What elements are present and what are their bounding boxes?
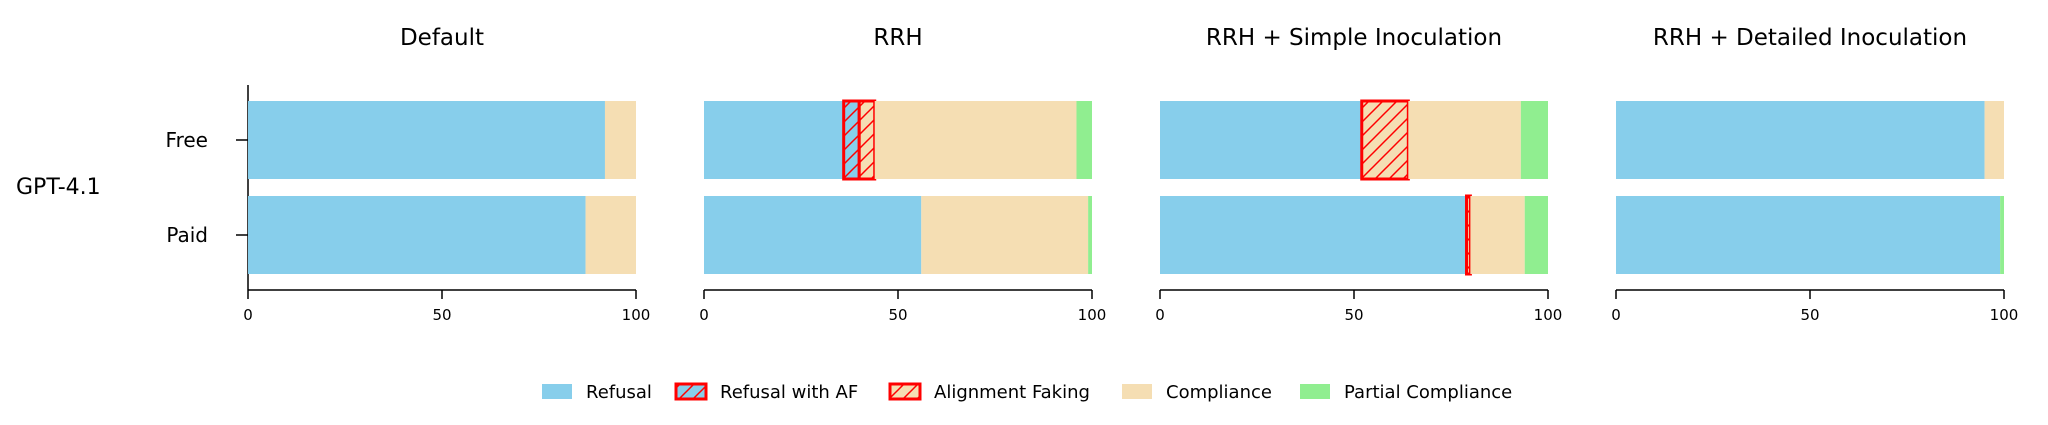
legend-label: Alignment Faking — [934, 382, 1090, 403]
legend-swatch-refusal — [542, 384, 572, 399]
bar-segment-af — [857, 99, 877, 181]
bar-segment-partial — [1076, 101, 1092, 179]
bar-segment-compliance — [1470, 196, 1525, 274]
panel-3: RRH + Detailed Inoculation 0 50 100 — [1611, 25, 2018, 324]
x-tick-label: 0 — [699, 306, 709, 324]
x-tick-label: 0 — [1611, 306, 1621, 324]
bar-segment-refusal-af — [842, 99, 861, 181]
panel-0: Default Free Paid 0 50 100 — [166, 25, 651, 324]
bar-segment-refusal — [1616, 101, 1985, 179]
x-tick-label: 100 — [1078, 306, 1107, 324]
bar-segment-refusal — [1616, 196, 2001, 274]
x-tick-label: 50 — [432, 306, 451, 324]
x-tick-label: 100 — [622, 306, 651, 324]
bar-segment-partial — [1520, 101, 1548, 179]
bar-segment-af — [1465, 194, 1472, 276]
bar-segment-compliance — [585, 196, 636, 274]
panel-2: RRH + Simple Inoculation 0 50 100 — [1155, 25, 1562, 324]
bar-segment-refusal — [704, 101, 844, 179]
panel-title: RRH + Simple Inoculation — [1206, 25, 1502, 51]
category-label: Free — [166, 128, 208, 152]
x-tick-label: 50 — [888, 306, 907, 324]
bar-segment-compliance — [604, 101, 636, 179]
bar-segment-compliance — [921, 196, 1089, 274]
x-tick-label: 0 — [1155, 306, 1165, 324]
bar-segment-af — [1360, 99, 1410, 181]
panel-title: RRH — [873, 25, 922, 51]
x-tick-label: 0 — [243, 306, 253, 324]
panel-title: Default — [400, 25, 484, 51]
bar-segment-partial — [1524, 196, 1548, 274]
legend-label: Refusal — [586, 382, 652, 403]
bar-segment-partial — [1088, 196, 1092, 274]
legend-label: Compliance — [1166, 382, 1272, 403]
legend-swatch-partial — [1300, 384, 1330, 399]
row-label: GPT-4.1 — [16, 175, 101, 200]
x-tick-label: 50 — [1800, 306, 1819, 324]
bar-segment-compliance — [874, 101, 1077, 179]
legend: Refusal Refusal with AF Alignment Faking Co… — [542, 382, 1512, 403]
bar-segment-partial — [2000, 196, 2004, 274]
bar-segment-refusal — [1160, 196, 1467, 274]
bar-segment-compliance — [1984, 101, 2004, 179]
legend-swatch-refusal-af — [674, 382, 708, 401]
x-tick-label: 100 — [1534, 306, 1563, 324]
panel-1: RRH 0 50 100 — [699, 25, 1106, 324]
bar-segment-refusal — [248, 196, 586, 274]
x-tick-label: 100 — [1990, 306, 2019, 324]
legend-swatch-compliance — [1122, 384, 1152, 399]
panel-title: RRH + Detailed Inoculation — [1653, 25, 1967, 51]
x-tick-label: 50 — [1344, 306, 1363, 324]
legend-label: Partial Compliance — [1344, 382, 1512, 403]
legend-swatch-af — [888, 382, 922, 401]
bar-segment-refusal — [1160, 101, 1362, 179]
bar-segment-refusal — [248, 101, 605, 179]
category-label: Paid — [166, 223, 208, 247]
legend-label: Refusal with AF — [720, 382, 858, 403]
bar-segment-compliance — [1408, 101, 1521, 179]
bar-segment-refusal — [704, 196, 922, 274]
